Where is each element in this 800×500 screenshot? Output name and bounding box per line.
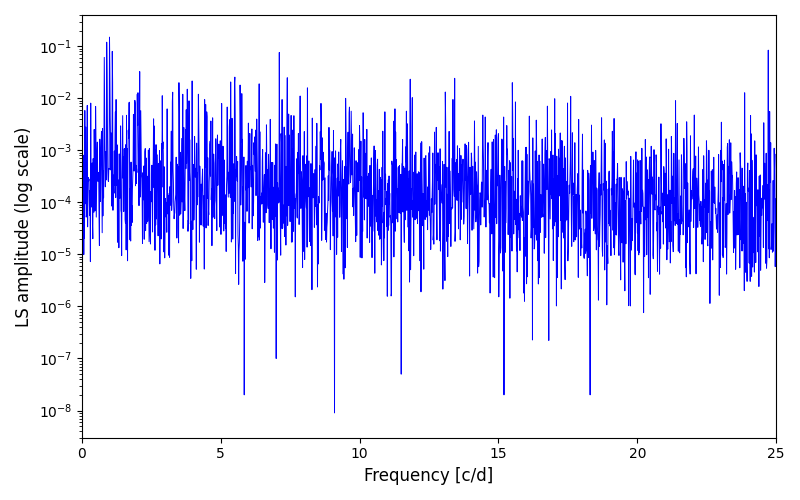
X-axis label: Frequency [c/d]: Frequency [c/d] — [364, 467, 494, 485]
Y-axis label: LS amplitude (log scale): LS amplitude (log scale) — [15, 126, 33, 326]
